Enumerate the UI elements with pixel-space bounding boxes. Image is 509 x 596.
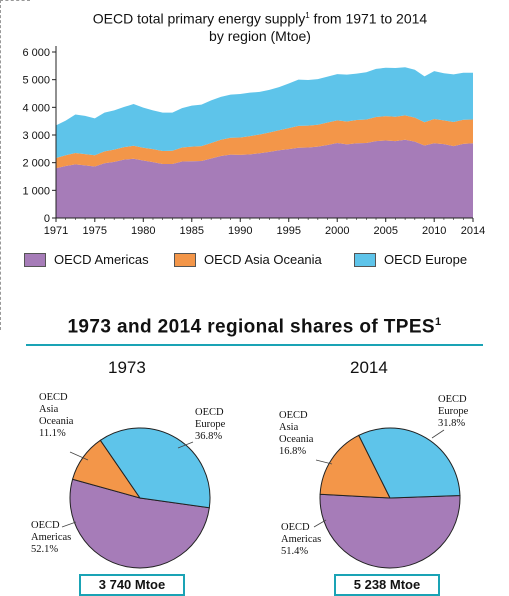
pie-1973-title: 1973 <box>108 358 146 377</box>
pie-label-leaders <box>61 429 445 528</box>
pie-1973-label-europe: OECD Europe 36.8% <box>195 407 226 442</box>
chart-title: OECD total primary energy supply1 from 1… <box>92 10 428 44</box>
leader-line <box>177 441 194 449</box>
pie-slice-asia-oceania <box>319 434 391 499</box>
legend-item-europe: OECD Europe <box>354 252 467 267</box>
pie-slice-americas <box>69 478 210 569</box>
x-tick-label: 1975 <box>83 225 107 237</box>
leader-line <box>61 521 77 528</box>
x-tick-label: 2000 <box>325 225 349 237</box>
y-tick-label: 5 000 <box>22 75 50 87</box>
y-tick-label: 2 000 <box>22 158 50 170</box>
pie-1973-label-americas: OECD Americas 52.1% <box>31 520 72 555</box>
total-2014-box: 5 238 Mtoe <box>334 574 440 596</box>
pie-slice-europe <box>99 427 211 509</box>
area-series-asia-oceania <box>56 115 473 169</box>
x-tick-label: 1990 <box>228 225 252 237</box>
legend-swatch-asia-oceania <box>174 252 196 267</box>
pie-chart-2014 <box>319 427 461 569</box>
legend-item-asia-oceania: OECD Asia Oceania <box>174 252 322 267</box>
leader-line <box>315 459 333 465</box>
crop-border-left <box>0 0 2 330</box>
legend-item-americas: OECD Americas <box>24 252 149 267</box>
section-title: 1973 and 2014 regional shares of TPES1 <box>67 316 442 338</box>
x-tick-label: 2010 <box>422 225 446 237</box>
x-tick-label: 2014 <box>461 225 485 237</box>
leader-line <box>431 429 445 439</box>
stacked-area-chart: 0 1 000 2 000 3 000 4 000 5 000 6 000 1971 1975 1… <box>22 46 485 237</box>
leader-line <box>69 451 89 461</box>
pie-2014-label-asia-oceania: OECD Asia Oceania 16.8% <box>279 410 314 457</box>
pie-1973-label-asia-oceania: OECD Asia Oceania 11.1% <box>39 392 74 439</box>
area-series-americas <box>56 139 473 218</box>
x-tick-label: 2005 <box>373 225 397 237</box>
x-tick-label: 1980 <box>131 225 155 237</box>
y-tick-label: 4 000 <box>22 102 50 114</box>
pie-chart-1973 <box>69 427 211 569</box>
y-tick-label: 0 <box>44 213 50 225</box>
total-1973-box: 3 740 Mtoe <box>79 574 185 596</box>
pie-2014-label-europe: OECD Europe 31.8% <box>438 394 469 429</box>
legend-swatch-americas <box>24 252 46 267</box>
x-tick-label: 1971 <box>44 225 68 237</box>
crop-border-top <box>0 0 30 2</box>
pie-2014-title: 2014 <box>350 358 388 377</box>
leader-line <box>313 519 327 528</box>
pie-slice-americas <box>319 493 461 569</box>
pie-2014-label-americas: OECD Americas 51.4% <box>281 522 322 557</box>
x-tick-label: 1985 <box>180 225 204 237</box>
x-tick-label: 1995 <box>277 225 301 237</box>
y-tick-label: 1 000 <box>22 185 50 197</box>
area-series-europe <box>56 67 473 158</box>
section-divider <box>26 344 483 346</box>
y-tick-label: 3 000 <box>22 130 50 142</box>
pie-slice-europe <box>358 427 461 499</box>
legend-swatch-europe <box>354 252 376 267</box>
y-tick-label: 6 000 <box>22 47 50 59</box>
